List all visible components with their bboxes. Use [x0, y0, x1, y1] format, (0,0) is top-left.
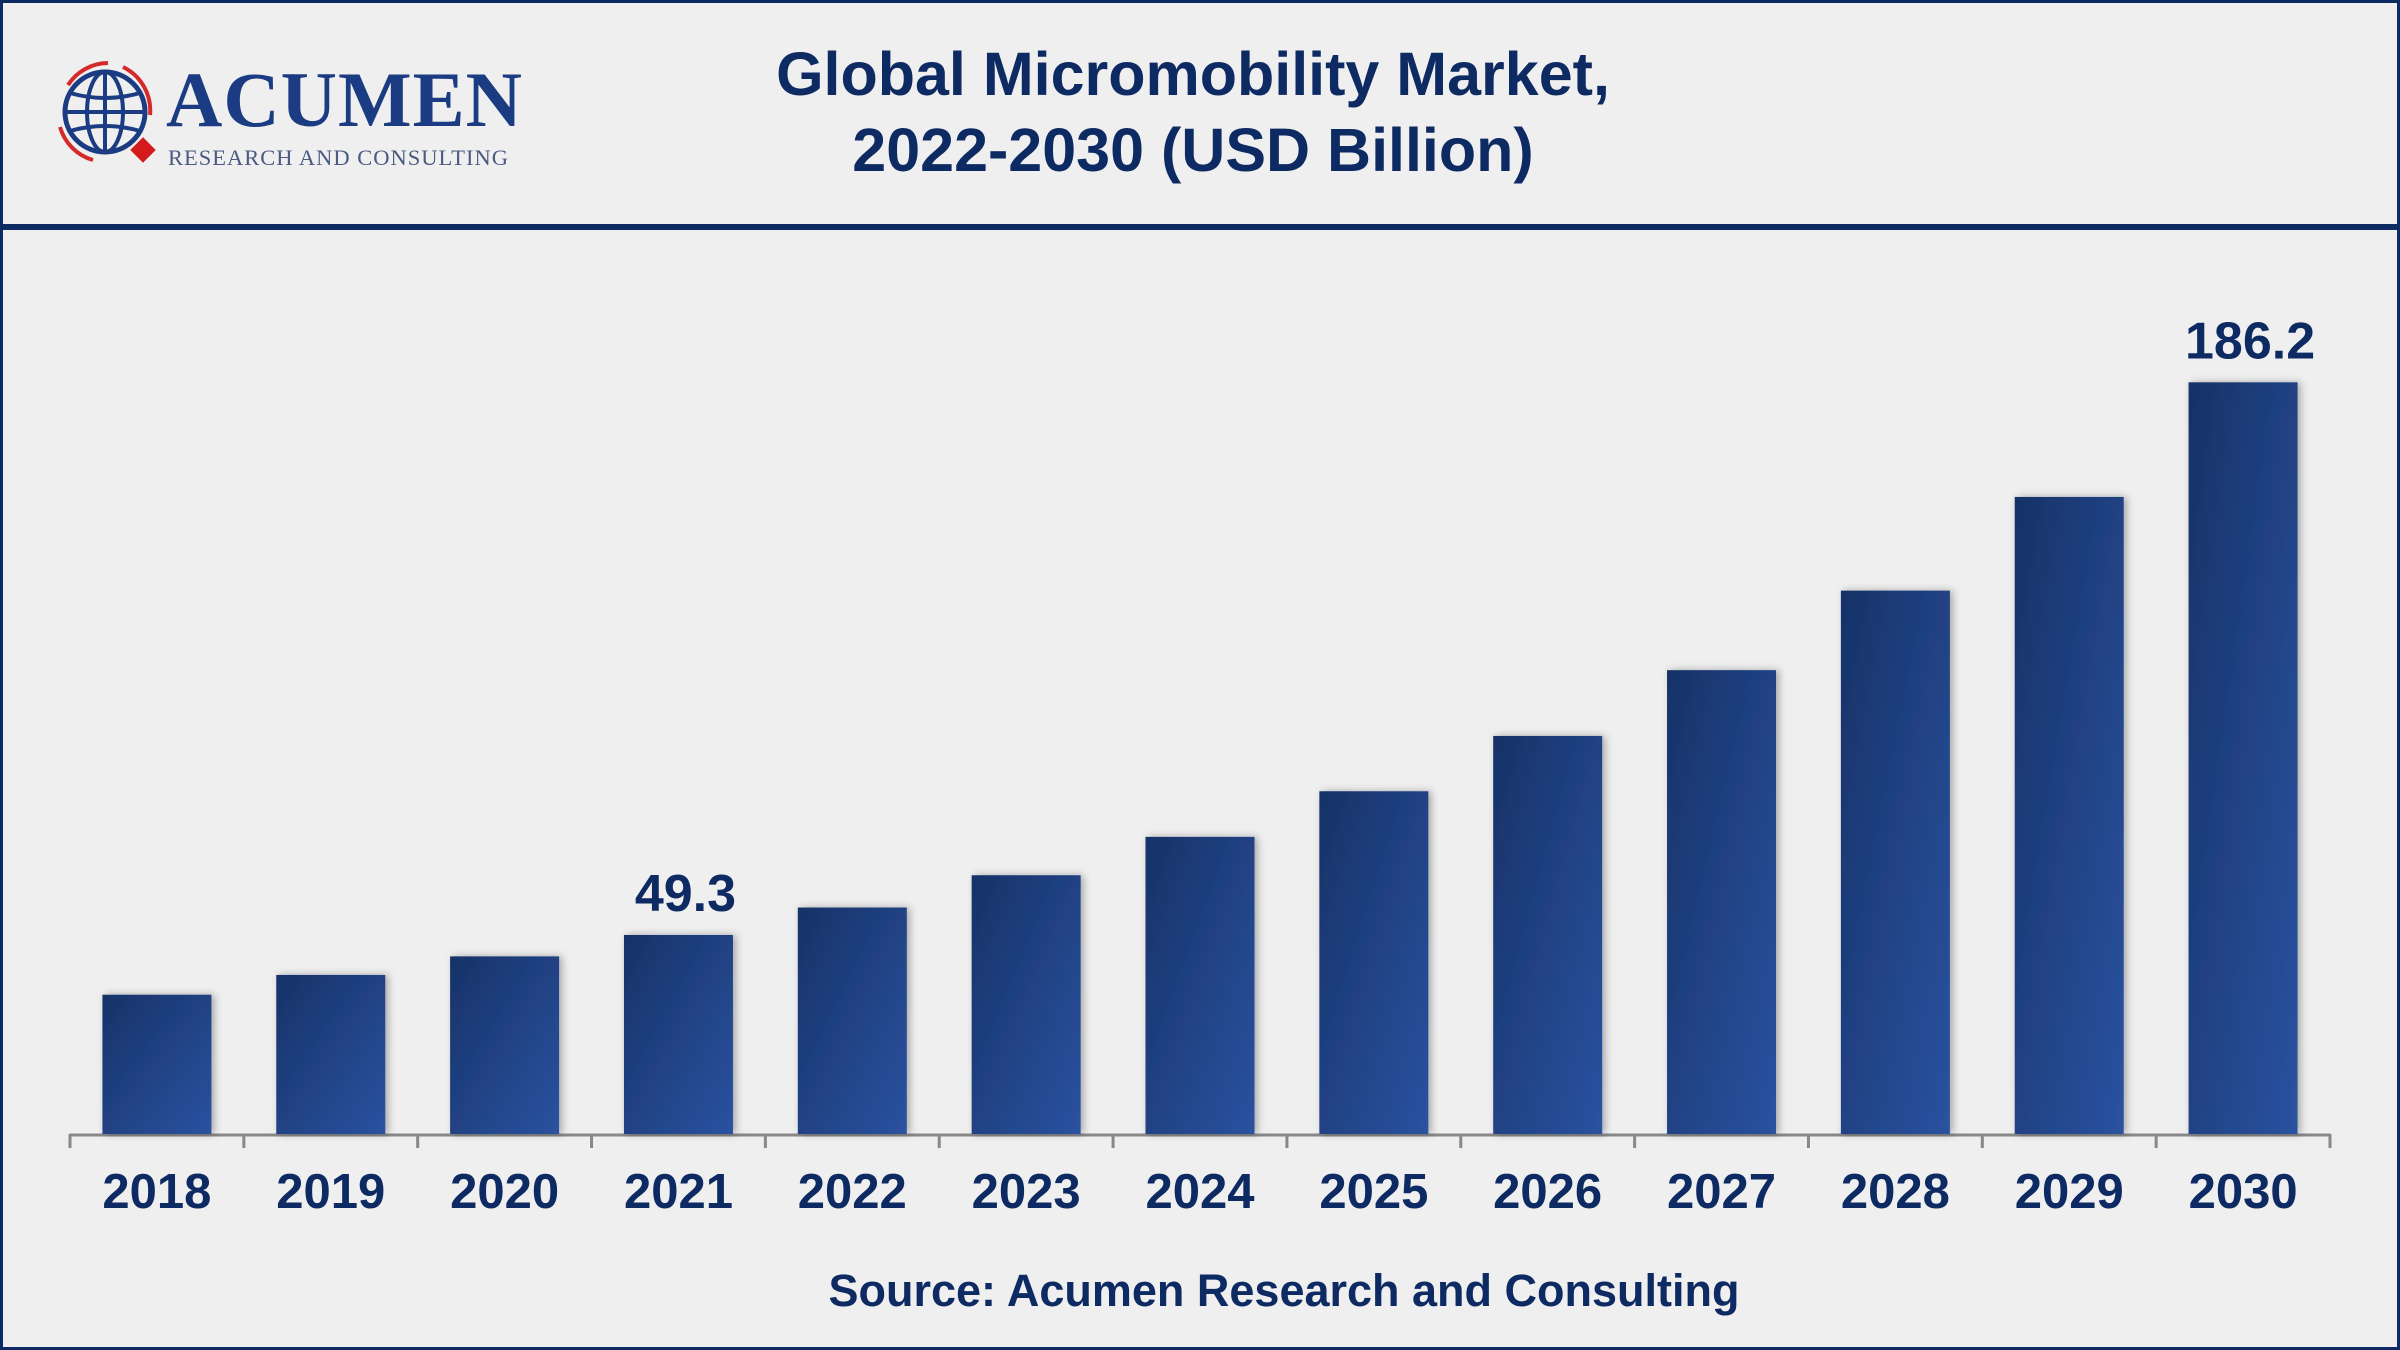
- bar-2023: [971, 875, 1081, 1134]
- x-tick-label: 2024: [1145, 1165, 1254, 1219]
- x-tick-label: 2023: [972, 1165, 1081, 1219]
- chart-title: Global Micromobility Market, 2022-2030 (…: [593, 36, 1793, 188]
- bar-2022: [797, 907, 907, 1134]
- logo-tagline: RESEARCH AND CONSULTING: [168, 145, 509, 170]
- bar-2026: [1493, 735, 1603, 1134]
- bar-2021: [623, 934, 733, 1134]
- chart-title-line-1: Global Micromobility Market,: [776, 40, 1610, 108]
- x-tick-label: 2029: [2015, 1165, 2124, 1219]
- bar-2020: [450, 956, 560, 1134]
- x-tick-label: 2020: [450, 1165, 559, 1219]
- x-tick-label: 2027: [1667, 1165, 1776, 1219]
- bar-2019: [276, 974, 386, 1134]
- bar-2024: [1145, 836, 1255, 1134]
- bar-2029: [2014, 496, 2124, 1134]
- bar-2030: [2188, 382, 2298, 1134]
- data-label-2021: 49.3: [635, 865, 736, 923]
- bar-2018: [102, 994, 212, 1134]
- logo-wordmark: ACUMEN: [166, 56, 523, 143]
- x-tick-label: 2028: [1841, 1165, 1950, 1219]
- chart-title-line-2: 2022-2030 (USD Billion): [852, 116, 1534, 184]
- x-tick-label: 2025: [1319, 1165, 1428, 1219]
- data-label-2030: 186.2: [2185, 312, 2315, 370]
- globe-icon: [58, 61, 156, 163]
- bar-2025: [1319, 791, 1429, 1134]
- acumen-logo: ACUMEN RESEARCH AND CONSULTING: [48, 55, 538, 175]
- x-tick-label: 2030: [2189, 1165, 2298, 1219]
- x-tick-label: 2026: [1493, 1165, 1602, 1219]
- x-tick-label: 2022: [798, 1165, 907, 1219]
- x-tick-label: 2021: [624, 1165, 733, 1219]
- bar-2027: [1667, 670, 1777, 1134]
- x-tick-label: 2018: [102, 1165, 211, 1219]
- x-tick-label: 2019: [276, 1165, 385, 1219]
- header-divider: [0, 224, 2400, 230]
- bar-2028: [1840, 590, 1950, 1134]
- source-note: Source: Acumen Research and Consulting: [828, 1265, 1740, 1316]
